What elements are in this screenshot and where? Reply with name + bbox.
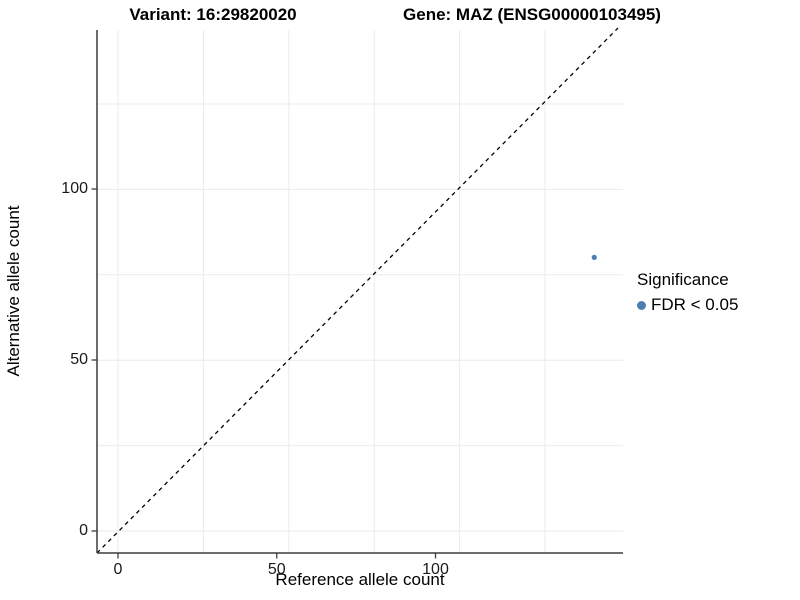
identity-dashed-line [96,27,619,554]
x-tick-label: 50 [267,561,286,578]
legend-title: Significance [637,270,729,289]
legend-entries: FDR < 0.05 [637,295,738,315]
legend-key-dot-icon [637,300,646,310]
y-axis-title: Alternative allele count [4,205,23,377]
legend-entry-label: FDR < 0.05 [651,295,739,314]
data-point [591,254,597,260]
legend: Significance FDR < 0.05 [637,270,738,315]
y-tick-label: 50 [70,351,88,368]
x-tick-label: 100 [422,561,449,578]
x-axis-title: Reference allele count [275,570,445,589]
x-tick-label: 0 [113,561,123,578]
y-tick-label: 0 [79,522,88,539]
legend-entry: FDR < 0.05 [637,295,738,315]
y-tick-label: 100 [61,180,88,197]
gene-title: Gene: MAZ (ENSG00000103495) [403,5,661,24]
variant-title: Variant: 16:29820020 [129,5,297,24]
